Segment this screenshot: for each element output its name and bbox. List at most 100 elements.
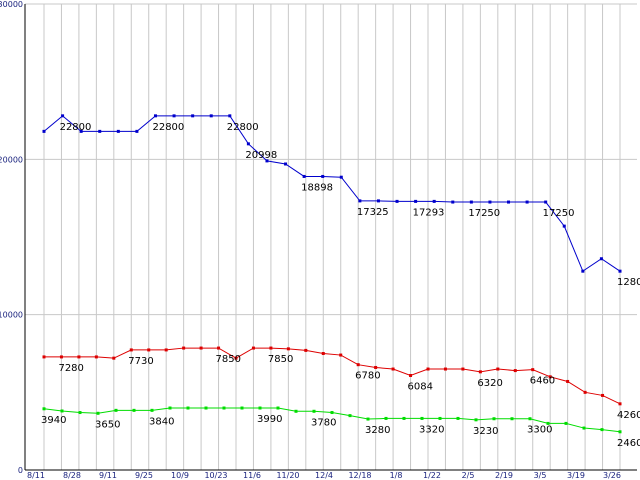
data-point [513, 369, 517, 373]
data-point [510, 417, 514, 421]
x-tick-label: 2/19 [495, 471, 513, 480]
data-label: 3320 [419, 424, 444, 435]
data-label: 17325 [357, 207, 389, 218]
data-point [60, 409, 64, 413]
data-label: 22800 [60, 122, 92, 133]
data-point [618, 402, 622, 406]
data-point [246, 142, 250, 146]
data-point [443, 367, 447, 371]
data-point [276, 406, 280, 410]
x-tick-label: 3/19 [567, 471, 585, 480]
x-tick-label: 3/5 [534, 471, 547, 480]
data-point [618, 430, 622, 434]
data-point [222, 406, 226, 410]
data-label: 17293 [413, 207, 445, 218]
data-point [59, 355, 63, 359]
data-label: 7850 [216, 354, 241, 365]
data-point [395, 199, 399, 203]
data-label: 7730 [128, 356, 153, 367]
x-tick-label: 11/6 [243, 471, 261, 480]
x-tick-label: 12/18 [348, 471, 371, 480]
data-point [304, 348, 308, 352]
data-point [432, 199, 436, 203]
data-point [469, 200, 473, 204]
data-label: 3230 [473, 426, 498, 437]
data-point [546, 421, 550, 425]
data-point [474, 418, 478, 422]
x-tick-label: 9/25 [135, 471, 153, 480]
data-point [191, 114, 195, 118]
data-point [492, 417, 496, 421]
data-point [42, 355, 46, 359]
data-point [164, 348, 168, 352]
y-tick-label: 30000 [0, 0, 23, 9]
y-tick-label: 10000 [0, 311, 23, 320]
data-point [114, 408, 118, 412]
data-point [321, 352, 325, 355]
data-point [564, 421, 568, 425]
data-label: 3650 [95, 419, 120, 430]
grid [25, 3, 637, 470]
data-label: 17250 [468, 208, 500, 219]
data-point [294, 409, 298, 413]
data-point [438, 416, 442, 420]
data-point [302, 174, 306, 178]
data-point [507, 200, 511, 204]
data-point [461, 367, 465, 371]
data-point [153, 114, 157, 118]
data-point [348, 414, 352, 418]
data-labels: 22800 22800 22800 20998 18898 17325 17293 17250… [41, 122, 640, 449]
x-tick-label: 11/20 [276, 471, 299, 480]
data-label: 3280 [365, 425, 390, 436]
data-point [132, 408, 136, 412]
data-point [94, 355, 98, 359]
data-point [618, 269, 622, 273]
data-point [135, 129, 139, 133]
data-point [478, 370, 482, 374]
x-tick-label: 12/4 [315, 471, 333, 480]
data-label: 3840 [149, 416, 174, 427]
data-point [96, 411, 100, 415]
data-point [234, 356, 238, 360]
data-point [172, 114, 176, 118]
data-point [414, 199, 418, 203]
x-tick-label: 8/11 [27, 471, 45, 480]
x-tick-label: 10/23 [204, 471, 227, 480]
data-point [312, 409, 316, 413]
data-label: 3940 [41, 415, 66, 426]
data-point [366, 417, 370, 421]
x-tick-label: 9/11 [99, 471, 117, 480]
series-line [44, 347, 621, 405]
y-tick-label: 0 [18, 466, 23, 475]
data-point [240, 406, 244, 410]
data-point [562, 224, 566, 228]
data-point [409, 373, 413, 377]
data-label: 4260 [617, 410, 640, 421]
data-point [356, 363, 360, 367]
data-point [284, 162, 288, 166]
data-point [251, 346, 255, 350]
data-point [566, 379, 570, 383]
data-point [129, 348, 133, 352]
data-label: 6320 [477, 378, 502, 389]
data-label: 22800 [227, 122, 259, 133]
y-tick-label: 20000 [0, 155, 23, 164]
x-tick-label: 1/22 [423, 471, 441, 480]
data-point [147, 348, 151, 352]
data-point [150, 408, 154, 412]
data-point [582, 426, 586, 430]
data-point [258, 406, 262, 410]
data-label: 22800 [152, 122, 184, 133]
data-point [330, 411, 334, 415]
data-point [358, 199, 362, 203]
data-label: 17250 [543, 208, 575, 219]
data-point [583, 390, 587, 394]
data-point [228, 114, 232, 118]
series-group [42, 114, 622, 434]
data-point [182, 346, 186, 350]
data-point [265, 159, 269, 163]
data-point [391, 367, 395, 371]
x-tick-label: 10/9 [171, 471, 189, 480]
